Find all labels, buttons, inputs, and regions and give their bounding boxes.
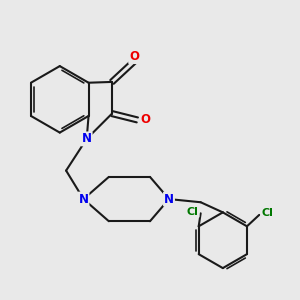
Text: N: N [82, 132, 92, 146]
Text: O: O [129, 50, 139, 63]
Text: O: O [140, 113, 150, 126]
Text: N: N [79, 193, 88, 206]
Text: Cl: Cl [187, 207, 199, 217]
Text: N: N [164, 193, 174, 206]
Text: Cl: Cl [261, 208, 273, 218]
